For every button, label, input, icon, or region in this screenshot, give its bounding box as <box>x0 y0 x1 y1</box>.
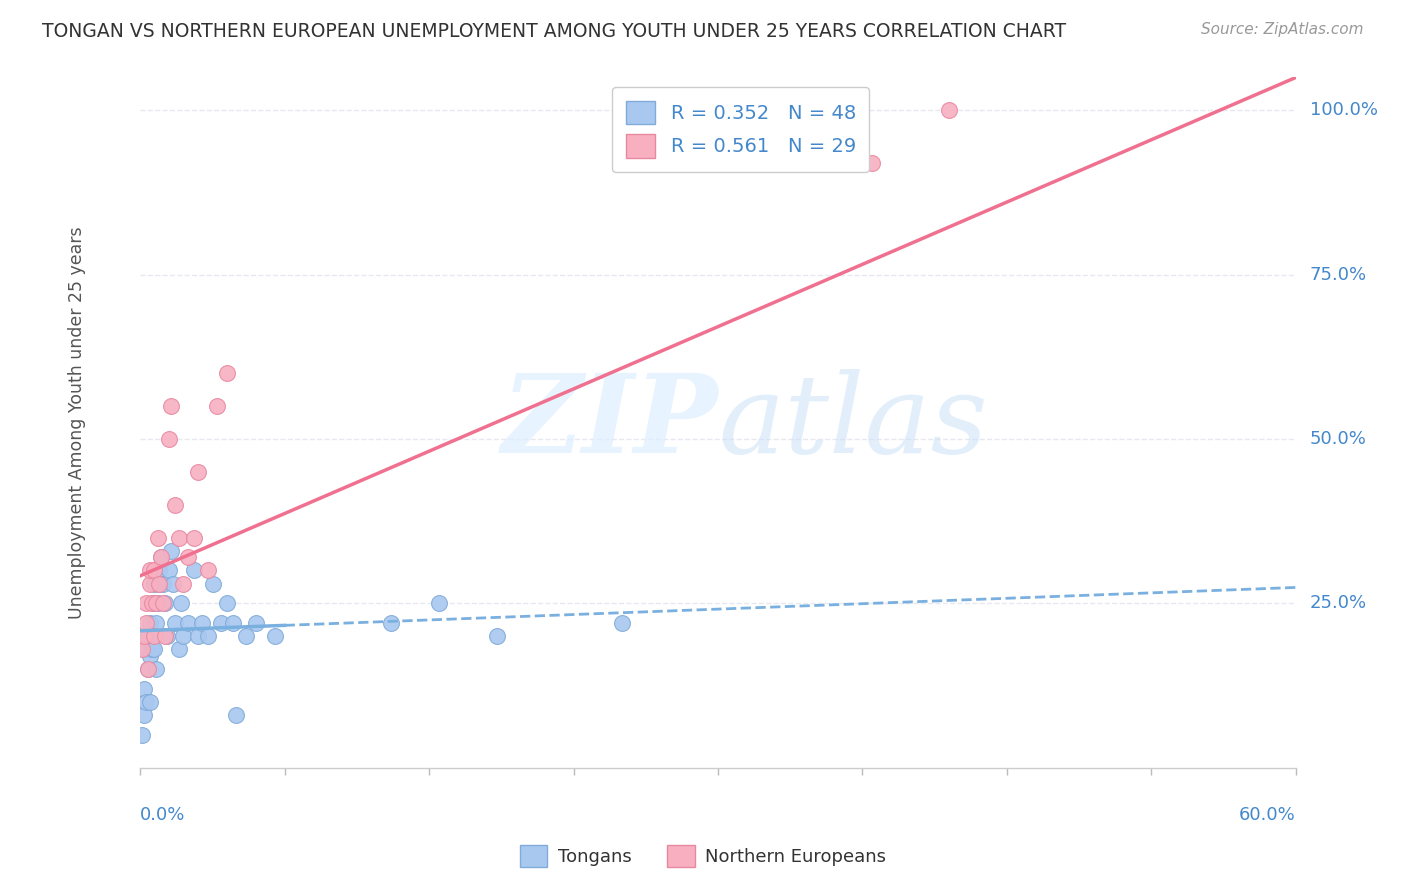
Point <box>427 596 450 610</box>
Point <box>131 728 153 742</box>
Point <box>235 629 257 643</box>
Point <box>202 576 225 591</box>
Point <box>187 465 209 479</box>
Point <box>860 156 883 170</box>
Point <box>148 576 170 591</box>
Point <box>157 432 180 446</box>
Point <box>167 642 190 657</box>
Point <box>205 399 228 413</box>
Point <box>139 576 162 591</box>
Text: 0.0%: 0.0% <box>141 805 186 823</box>
Point <box>148 576 170 591</box>
Legend: R = 0.352   N = 48, R = 0.561   N = 29: R = 0.352 N = 48, R = 0.561 N = 29 <box>612 87 869 171</box>
Point <box>191 616 214 631</box>
Point <box>142 564 165 578</box>
Point <box>187 629 209 643</box>
Point <box>139 616 162 631</box>
Point <box>162 576 184 591</box>
Point <box>141 642 163 657</box>
Point <box>152 576 174 591</box>
Point <box>209 616 232 631</box>
Point <box>938 103 960 118</box>
Point <box>197 564 219 578</box>
Text: Source: ZipAtlas.com: Source: ZipAtlas.com <box>1201 22 1364 37</box>
Point <box>264 629 287 643</box>
Point <box>155 596 177 610</box>
Text: TONGAN VS NORTHERN EUROPEAN UNEMPLOYMENT AMONG YOUTH UNDER 25 YEARS CORRELATION : TONGAN VS NORTHERN EUROPEAN UNEMPLOYMENT… <box>42 22 1066 41</box>
Point <box>148 564 170 578</box>
Point <box>160 543 183 558</box>
Point <box>135 642 157 657</box>
Point <box>177 616 200 631</box>
Point <box>215 366 238 380</box>
Point <box>131 642 153 657</box>
Point <box>221 616 243 631</box>
Point <box>150 550 173 565</box>
Point <box>132 708 155 723</box>
Point <box>135 695 157 709</box>
Point <box>167 531 190 545</box>
Text: 60.0%: 60.0% <box>1239 805 1296 823</box>
Point <box>145 596 167 610</box>
Point <box>172 629 194 643</box>
Point <box>163 616 186 631</box>
Point <box>139 695 162 709</box>
Point <box>136 629 159 643</box>
Point <box>380 616 402 631</box>
Point <box>155 629 177 643</box>
Point <box>139 564 162 578</box>
Point <box>152 596 174 610</box>
Point <box>163 498 186 512</box>
Point <box>146 531 169 545</box>
Text: atlas: atlas <box>718 368 987 476</box>
Point <box>160 399 183 413</box>
Point <box>169 596 191 610</box>
Point <box>183 564 205 578</box>
Point <box>225 708 247 723</box>
Point <box>485 629 508 643</box>
Point <box>141 596 163 610</box>
Point <box>183 531 205 545</box>
Text: 25.0%: 25.0% <box>1310 594 1367 612</box>
Point <box>135 596 157 610</box>
Point <box>135 616 157 631</box>
Point <box>136 662 159 676</box>
Point <box>197 629 219 643</box>
Point <box>142 629 165 643</box>
Point <box>145 616 167 631</box>
Point <box>146 596 169 610</box>
Text: 100.0%: 100.0% <box>1310 102 1378 120</box>
Point <box>136 662 159 676</box>
Point <box>132 629 155 643</box>
Point <box>141 596 163 610</box>
Point <box>177 550 200 565</box>
Text: 50.0%: 50.0% <box>1310 430 1367 448</box>
Legend: Tongans, Northern Europeans: Tongans, Northern Europeans <box>512 838 894 874</box>
Point <box>145 662 167 676</box>
Text: ZIP: ZIP <box>502 368 718 476</box>
Point <box>156 629 179 643</box>
Text: 75.0%: 75.0% <box>1310 266 1367 284</box>
Point <box>142 576 165 591</box>
Point <box>142 629 165 643</box>
Point <box>610 616 633 631</box>
Point <box>142 642 165 657</box>
Point <box>157 564 180 578</box>
Point <box>245 616 267 631</box>
Point <box>172 576 194 591</box>
Text: Unemployment Among Youth under 25 years: Unemployment Among Youth under 25 years <box>67 227 86 619</box>
Point <box>139 648 162 663</box>
Point <box>150 550 173 565</box>
Point <box>215 596 238 610</box>
Point <box>132 681 155 696</box>
